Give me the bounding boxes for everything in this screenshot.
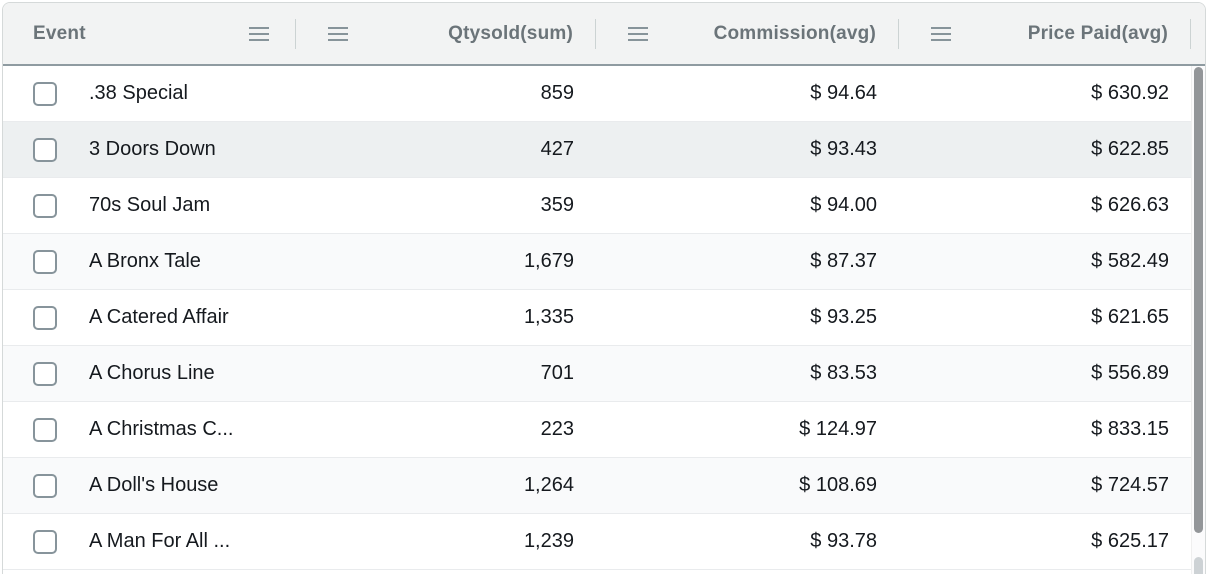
row-checkbox[interactable] xyxy=(33,81,57,106)
commission-cell: $ 93.78 xyxy=(810,530,877,552)
event-cell: .38 Special xyxy=(3,81,296,106)
price-paid-cell: $ 724.57 xyxy=(1091,474,1169,496)
row-checkbox[interactable] xyxy=(33,193,57,218)
column-label-commission: Commission(avg) xyxy=(713,22,876,44)
qtysold-cell: 359 xyxy=(540,194,574,216)
commission-cell: $ 93.43 xyxy=(810,138,877,160)
qtysold-cell: 223 xyxy=(540,418,574,440)
table-row[interactable]: A Doll's House 1,264 $ 108.69 $ 724.57 xyxy=(3,458,1205,514)
event-cell: A Man For All ... xyxy=(3,529,296,554)
price-paid-cell: $ 556.89 xyxy=(1091,362,1169,384)
event-name: A Man For All ... xyxy=(89,530,231,552)
table-row[interactable]: A Man For All ... 1,239 $ 93.78 $ 625.17 xyxy=(3,514,1205,570)
event-cell: A Christmas C... xyxy=(3,417,296,442)
qtysold-cell: 701 xyxy=(540,362,574,384)
price-paid-cell: $ 622.85 xyxy=(1091,138,1169,160)
column-label-event: Event xyxy=(33,22,86,44)
commission-cell: $ 124.97 xyxy=(799,418,877,440)
column-menu-icon[interactable] xyxy=(249,26,269,41)
column-divider xyxy=(595,18,596,49)
column-divider xyxy=(295,18,296,49)
price-paid-cell: $ 625.17 xyxy=(1091,530,1169,552)
column-label-qtysold: Qtysold(sum) xyxy=(448,22,573,44)
price-paid-cell: $ 621.65 xyxy=(1091,306,1169,328)
price-paid-cell: $ 626.63 xyxy=(1091,194,1169,216)
commission-cell: $ 94.00 xyxy=(810,194,877,216)
row-checkbox[interactable] xyxy=(33,137,57,162)
qtysold-cell: 1,335 xyxy=(523,306,574,328)
table-row[interactable]: 70s Soul Jam 359 $ 94.00 $ 626.63 xyxy=(3,178,1205,234)
scrollbar-header-spacer xyxy=(1191,3,1205,64)
row-checkbox[interactable] xyxy=(33,473,57,498)
event-cell: A Bronx Tale xyxy=(3,249,296,274)
column-label-price-paid: Price Paid(avg) xyxy=(1027,22,1168,44)
row-checkbox[interactable] xyxy=(33,249,57,274)
column-menu-icon[interactable] xyxy=(328,26,348,41)
price-paid-cell: $ 582.49 xyxy=(1091,250,1169,272)
scrollbar-thumb-secondary[interactable] xyxy=(1194,557,1203,574)
column-menu-icon[interactable] xyxy=(628,26,648,41)
commission-cell: $ 87.37 xyxy=(810,250,877,272)
column-header-commission[interactable]: Commission(avg) xyxy=(596,3,898,64)
event-name: A Chorus Line xyxy=(89,362,215,384)
event-cell: A Catered Affair xyxy=(3,305,296,330)
qtysold-cell: 1,679 xyxy=(523,250,574,272)
event-name: A Christmas C... xyxy=(89,418,234,440)
qtysold-cell: 1,264 xyxy=(523,474,574,496)
commission-cell: $ 108.69 xyxy=(799,474,877,496)
table-row[interactable]: .38 Special 859 $ 94.64 $ 630.92 xyxy=(3,66,1205,122)
scrollbar-thumb[interactable] xyxy=(1194,67,1203,533)
row-checkbox[interactable] xyxy=(33,305,57,330)
table-row[interactable]: A Catered Affair 1,335 $ 93.25 $ 621.65 xyxy=(3,290,1205,346)
event-cell: A Chorus Line xyxy=(3,361,296,386)
event-name: A Bronx Tale xyxy=(89,250,201,272)
qtysold-cell: 859 xyxy=(540,82,574,104)
column-divider xyxy=(898,18,899,49)
qtysold-cell: 427 xyxy=(540,138,574,160)
table-row[interactable]: A Bronx Tale 1,679 $ 87.37 $ 582.49 xyxy=(3,234,1205,290)
table-header: Event Qtysold(sum) Commission(avg) Price… xyxy=(3,3,1205,66)
table-body: .38 Special 859 $ 94.64 $ 630.92 3 Doors… xyxy=(3,66,1205,570)
qtysold-cell: 1,239 xyxy=(523,530,574,552)
vertical-scrollbar[interactable] xyxy=(1191,66,1205,574)
event-name: A Catered Affair xyxy=(89,306,229,328)
price-paid-cell: $ 833.15 xyxy=(1091,418,1169,440)
event-name: .38 Special xyxy=(89,82,188,104)
event-name: 3 Doors Down xyxy=(89,138,216,160)
row-checkbox[interactable] xyxy=(33,361,57,386)
commission-cell: $ 83.53 xyxy=(810,362,877,384)
event-name: A Doll's House xyxy=(89,474,219,496)
commission-cell: $ 93.25 xyxy=(810,306,877,328)
event-cell: 70s Soul Jam xyxy=(3,193,296,218)
event-cell: 3 Doors Down xyxy=(3,137,296,162)
column-header-event[interactable]: Event xyxy=(3,3,295,64)
column-menu-icon[interactable] xyxy=(931,26,951,41)
table-row[interactable]: A Christmas C... 223 $ 124.97 $ 833.15 xyxy=(3,402,1205,458)
row-checkbox[interactable] xyxy=(33,529,57,554)
column-divider xyxy=(1190,18,1191,49)
column-header-qtysold[interactable]: Qtysold(sum) xyxy=(296,3,595,64)
row-checkbox[interactable] xyxy=(33,417,57,442)
table-row[interactable]: A Chorus Line 701 $ 83.53 $ 556.89 xyxy=(3,346,1205,402)
event-name: 70s Soul Jam xyxy=(89,194,211,216)
column-header-price-paid[interactable]: Price Paid(avg) xyxy=(899,3,1190,64)
commission-cell: $ 94.64 xyxy=(810,82,877,104)
table-row[interactable]: 3 Doors Down 427 $ 93.43 $ 622.85 xyxy=(3,122,1205,178)
event-cell: A Doll's House xyxy=(3,473,296,498)
price-paid-cell: $ 630.92 xyxy=(1091,82,1169,104)
